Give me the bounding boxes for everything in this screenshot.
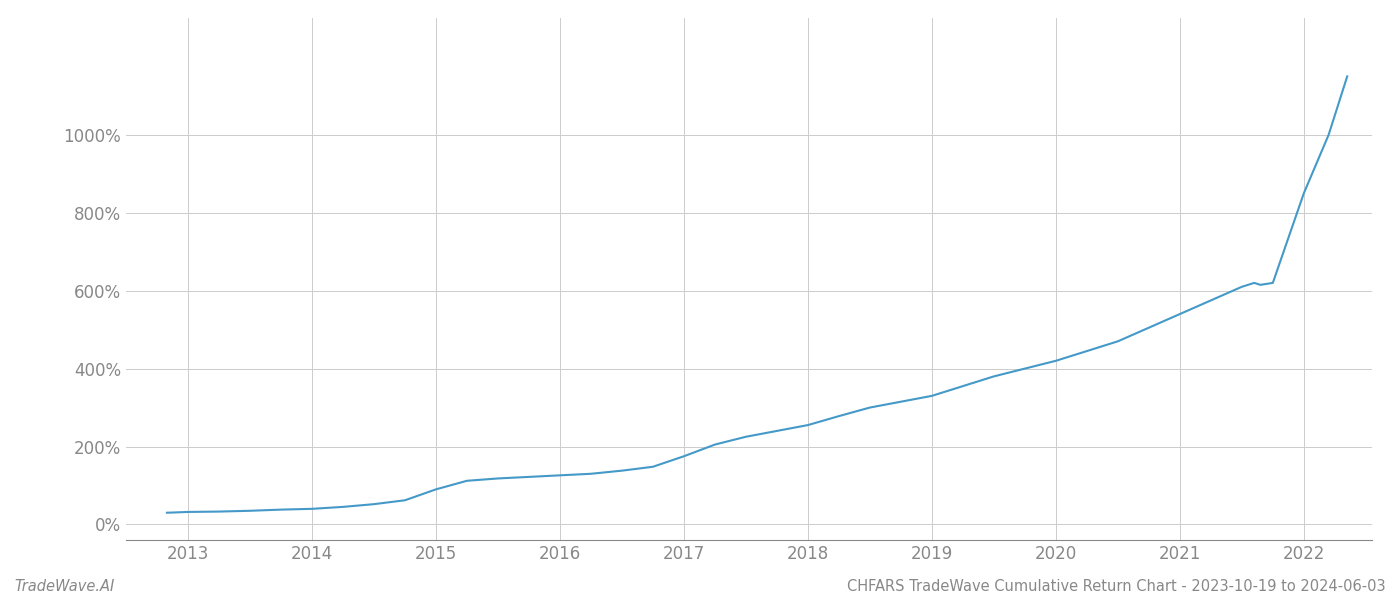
Text: CHFARS TradeWave Cumulative Return Chart - 2023-10-19 to 2024-06-03: CHFARS TradeWave Cumulative Return Chart… xyxy=(847,579,1386,594)
Text: TradeWave.AI: TradeWave.AI xyxy=(14,579,115,594)
